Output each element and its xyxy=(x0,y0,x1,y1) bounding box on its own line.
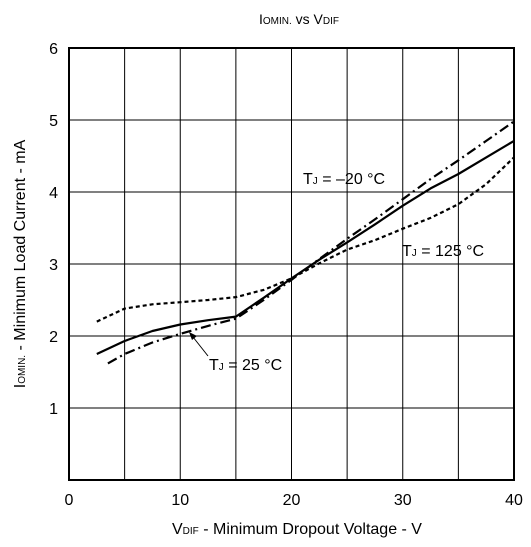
x-tick-label: 30 xyxy=(394,492,412,509)
plot-frame xyxy=(68,47,515,481)
x-axis-label: VDIF - Minimum Dropout Voltage - V xyxy=(172,521,422,538)
y-tick-label: 6 xyxy=(49,41,58,58)
x-tick-labels: 0 10 20 30 40 xyxy=(65,492,523,509)
label-tj-25: TJ = 25 °C xyxy=(209,357,282,374)
label-tj-25-leader xyxy=(192,336,209,357)
label-tj-minus20: TJ = –20 °C xyxy=(303,171,385,188)
grid xyxy=(69,48,514,480)
y-axis-label: IOMIN. - Minimum Load Current - mA xyxy=(12,139,29,388)
x-tick-label: 0 xyxy=(65,492,74,509)
chart-title: IOMIN. vs VDIF xyxy=(259,11,339,27)
y-tick-label: 5 xyxy=(49,113,58,130)
y-tick-label: 3 xyxy=(49,257,58,274)
label-tj-125: TJ = 125 °C xyxy=(402,243,484,260)
x-tick-label: 40 xyxy=(505,492,523,509)
x-tick-label: 20 xyxy=(283,492,301,509)
series-layer xyxy=(96,120,515,365)
label-tj-25-arrowhead xyxy=(189,332,197,340)
series-line-dotted xyxy=(96,156,515,323)
y-tick-labels: 1 2 3 4 5 6 xyxy=(49,41,58,418)
y-tick-label: 2 xyxy=(49,329,58,346)
x-tick-label: 10 xyxy=(171,492,189,509)
y-tick-label: 4 xyxy=(49,185,58,202)
y-tick-label: 1 xyxy=(49,401,58,418)
series-line-dashdot xyxy=(107,120,515,365)
